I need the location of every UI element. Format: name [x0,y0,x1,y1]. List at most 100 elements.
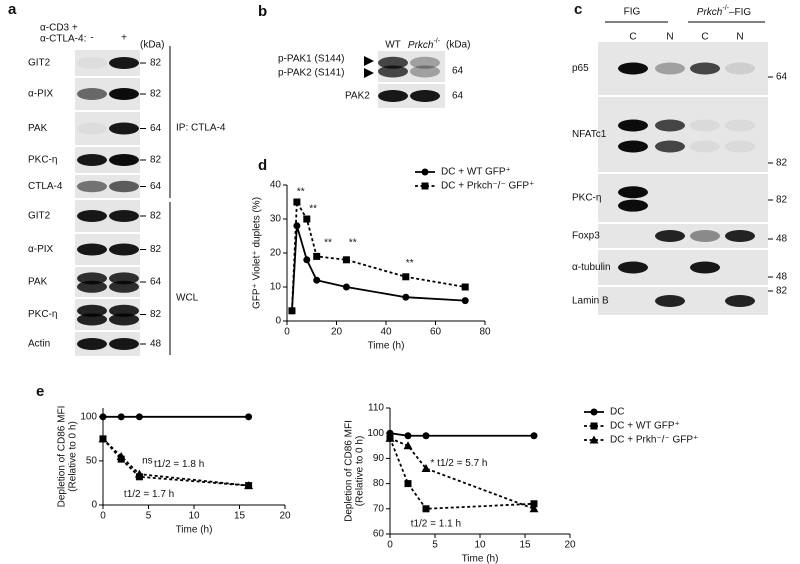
band [77,338,107,350]
band [109,272,139,285]
y-tick-label: 70 [373,503,385,514]
lane-label: C [629,32,636,43]
row-label: GIT2 [28,58,51,69]
marker [404,432,412,440]
kda-marker: 82 [150,89,162,100]
y-tick-label: 110 [368,403,384,414]
x-tick-label: 20 [564,540,576,551]
lane-label: - [90,33,93,44]
band [109,180,139,193]
unit: (kDa) [140,40,164,51]
marker [244,481,254,490]
marker [342,283,350,291]
band [77,122,107,135]
band [690,62,720,75]
marker [402,293,410,301]
band [618,199,648,212]
band [77,280,107,293]
annotation: ns [142,456,153,467]
kda-marker: 82 [776,286,788,297]
marker [98,434,108,443]
series-line [102,438,249,487]
y-axis-label: Depletion of CD86 MFI [344,420,355,522]
band [77,243,107,256]
marker [245,413,253,421]
y-tick-label: 80 [373,478,385,489]
marker [530,500,538,508]
group-label: WCL [176,293,199,304]
band [109,338,139,350]
x-tick-label: 10 [188,511,200,522]
series-line [389,432,534,437]
band [109,154,139,166]
y-tick-label: 60 [373,529,385,540]
marker [421,182,429,190]
x-tick-label: 10 [474,540,486,551]
band [655,140,685,153]
marker [293,198,301,206]
row-label: Foxp3 [572,231,600,242]
x-tick-label: 0 [100,511,106,522]
y-tick-label: 10 [270,282,282,293]
marker [303,215,311,223]
superscript: -/- [433,38,440,45]
header: α-CD3 + [40,23,78,34]
lane-label: WT [385,40,401,51]
band [725,140,755,153]
y-tick-label: 50 [86,456,98,467]
annotation: ** [297,186,305,197]
row-label: GIT2 [28,211,51,222]
panel-label: b [258,3,267,20]
marker [342,256,350,264]
band [618,119,648,132]
band [109,122,139,135]
y-tick-label: 0 [91,500,97,511]
series-line [102,438,249,487]
lane-label: C [701,32,708,43]
kda-marker: 64 [776,72,788,83]
x-axis-label: Time (h) [462,554,499,564]
x-tick-label: 15 [519,540,531,551]
kda-marker: 82 [776,195,788,206]
suffix: –FIG [729,7,751,18]
y-tick-label: 100 [80,411,97,422]
x-tick-label: 5 [432,540,438,551]
band [690,261,720,274]
band [618,62,648,75]
arrowhead [364,68,374,78]
band [77,272,107,285]
marker [313,276,321,284]
band [618,140,648,153]
marker [313,252,321,260]
y-tick-label: 30 [270,214,282,225]
marker [589,435,599,444]
x-tick-label: 20 [279,511,291,522]
marker [590,408,598,416]
legend-label: DC + WT GFP⁺ [441,167,511,178]
row-label: α-PIX [28,89,54,100]
lane-label: N [666,32,673,43]
series-line [389,437,535,510]
x-tick-label: 40 [380,327,392,338]
band [109,57,139,69]
annotation: ** [324,237,332,248]
y-axis-label: (Relative to 0 h) [355,436,366,507]
kda-marker: 82 [150,309,162,320]
x-tick-label: 60 [430,327,442,338]
panel-label: d [258,157,267,174]
kda-marker: 82 [150,211,162,222]
annotation: * t1/2 = 5.7 h [431,458,488,469]
kda-marker: 48 [776,272,788,283]
blot [75,175,140,198]
marker [117,413,125,421]
marker [135,413,143,421]
marker [530,432,538,440]
kda-marker: 64 [452,66,464,77]
band [109,210,139,222]
lane-label: + [121,33,127,44]
kda-marker: 64 [150,123,162,134]
band [618,186,648,199]
band [725,62,755,75]
panel-label: c [574,1,582,18]
marker [529,504,539,513]
